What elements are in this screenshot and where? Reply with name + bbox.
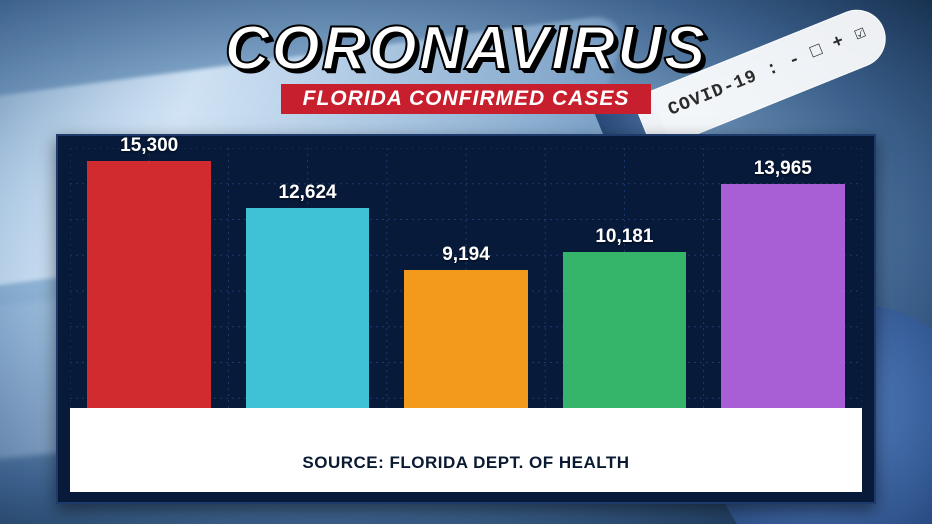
bar-value-label: 10,181 — [563, 226, 687, 248]
bar — [87, 161, 211, 434]
bar-slot: 9,1947/13 — [404, 148, 528, 434]
bar — [721, 184, 845, 434]
xaxis-strip — [70, 408, 862, 434]
bar — [563, 252, 687, 434]
bar-slot: 12,6247/12 — [246, 148, 370, 434]
source-strip: SOURCE: FLORIDA DEPT. OF HEALTH — [70, 434, 862, 492]
bar-slot: 13,9657/15 — [721, 148, 845, 434]
source-text: SOURCE: FLORIDA DEPT. OF HEALTH — [302, 453, 629, 473]
main-title: CORONAVIRUS — [116, 18, 816, 80]
bar-slot: 10,1817/14 — [563, 148, 687, 434]
bars-container: 15,3007/1112,6247/129,1947/1310,1817/141… — [70, 148, 862, 434]
title-block: CORONAVIRUS FLORIDA CONFIRMED CASES — [116, 18, 816, 114]
plot-area: 15,3007/1112,6247/129,1947/1310,1817/141… — [70, 148, 862, 434]
bar-value-label: 13,965 — [721, 158, 845, 180]
subtitle-text: FLORIDA CONFIRMED CASES — [303, 87, 630, 110]
bar-value-label: 12,624 — [246, 182, 370, 204]
subtitle-banner: FLORIDA CONFIRMED CASES — [281, 84, 652, 114]
bar — [246, 208, 370, 434]
chart-panel: 15,3007/1112,6247/129,1947/1310,1817/141… — [56, 134, 876, 504]
bar-value-label: 15,300 — [87, 135, 211, 157]
bar-slot: 15,3007/11 — [87, 148, 211, 434]
bar-value-label: 9,194 — [404, 244, 528, 266]
